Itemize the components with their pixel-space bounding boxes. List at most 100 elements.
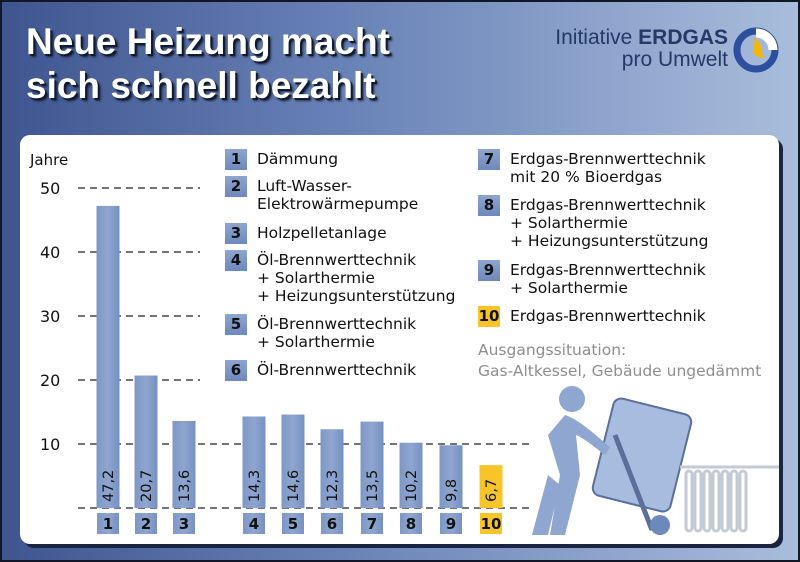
- radiator-fin: [693, 469, 703, 533]
- x-tick-label: 2: [141, 515, 151, 533]
- x-tick-label: 1: [103, 515, 113, 533]
- bar-value-label: 14,6: [286, 470, 302, 502]
- bar-value-label: 6,7: [484, 479, 500, 502]
- legend-text: + Solarthermie: [257, 333, 375, 351]
- legend-number-badge: 5: [225, 314, 247, 335]
- x-tick-label: 5: [288, 515, 298, 533]
- legend-number-badge-highlight: 10: [478, 306, 500, 327]
- x-tick-label: 6: [327, 515, 337, 533]
- bar: [399, 442, 423, 508]
- category-badge: [400, 513, 422, 534]
- radiator-fin: [720, 469, 730, 533]
- boiler-shape: [591, 397, 693, 513]
- category-badge: [243, 513, 265, 534]
- legend-number-badge: 8: [478, 195, 500, 216]
- radiator-fin: [729, 469, 739, 533]
- content-panel: Jahre 10 20 30 40 50 47,2 1 20,7 2 13,6 3 14,3 4 14,6 5…: [20, 135, 779, 544]
- legend-text: Erdgas-Brennwerttechnik: [510, 261, 706, 279]
- legend-text: + Solarthermie: [510, 279, 628, 297]
- legend-column-2: 7 Erdgas-Brennwerttechnik mit 20 % Bioerdg…: [478, 149, 768, 339]
- legend-text: mit 20 % Bioerdgas: [510, 168, 663, 186]
- legend-text: Öl-Brennwerttechnik: [257, 315, 417, 333]
- x-tick-label: 8: [406, 515, 416, 533]
- hand-truck-wheel: [650, 515, 670, 535]
- x-tick-label: 9: [446, 515, 456, 533]
- legend-text: Elektrowärmepumpe: [257, 195, 419, 213]
- legend-text: Erdgas-Brennwerttechnik: [510, 196, 706, 214]
- title-line-2: sich schnell bezahlt: [26, 65, 376, 106]
- legend-number-badge: 2: [225, 176, 247, 197]
- legend-text: Erdgas-Brennwerttechnik: [510, 307, 706, 325]
- legend-text: Luft-Wasser-: [257, 177, 352, 195]
- bar: [479, 465, 503, 508]
- category-badge: [440, 513, 462, 534]
- legend-text: + Solarthermie: [257, 269, 375, 287]
- category-badge: [97, 513, 119, 534]
- bar-value-label: 47,2: [101, 470, 117, 502]
- logo-initiative: Initiative: [555, 26, 639, 49]
- bar: [172, 420, 196, 508]
- y-tick-label: 40: [40, 243, 60, 262]
- bar: [439, 445, 463, 508]
- logo: Initiative ERDGAS pro Umwelt: [555, 24, 780, 80]
- page-title: Neue Heizung macht sich schnell bezahlt: [26, 20, 546, 108]
- legend-text: + Heizungsunterstützung: [510, 232, 709, 250]
- worker-leg: [532, 475, 560, 535]
- legend-text: + Solarthermie: [510, 214, 628, 232]
- bar: [360, 421, 384, 508]
- bar-value-label: 9,8: [444, 479, 460, 502]
- legend-number-badge: 3: [225, 223, 247, 244]
- bar-value-label: 13,5: [365, 470, 381, 502]
- legend-number-badge: 4: [225, 250, 247, 271]
- radiator-illustration: [680, 465, 779, 533]
- bar-value-label: 14,3: [247, 470, 263, 502]
- baseline-note: Ausgangssituation: Gas-Altkessel, Gebäud…: [478, 340, 761, 382]
- radiator-fin: [702, 469, 712, 533]
- y-axis-label: Jahre: [29, 151, 68, 169]
- bar: [134, 375, 158, 508]
- category-badge: [135, 513, 157, 534]
- logo-line-2: pro Umwelt: [621, 48, 728, 71]
- category-badge: [173, 513, 195, 534]
- logo-erdgas: ERDGAS: [638, 26, 728, 49]
- category-badge: [282, 513, 304, 534]
- baseline-note-title: Ausgangssituation:: [478, 341, 627, 359]
- legend-number-badge: 9: [478, 260, 500, 281]
- x-tick-label: 7: [367, 515, 377, 533]
- x-tick-label: 3: [179, 515, 189, 533]
- y-tick-label: 10: [40, 435, 60, 454]
- legend-text: + Heizungsunterstützung: [257, 287, 456, 305]
- bar-value-label: 20,7: [139, 470, 155, 502]
- payback-bar-chart: Jahre 10 20 30 40 50 47,2 1 20,7 2 13,6 3 14,3 4 14,6 5…: [29, 151, 779, 535]
- x-tick-label: 10: [481, 515, 502, 533]
- worker-head: [559, 386, 585, 412]
- radiator-fin: [711, 469, 721, 533]
- flame-logo-icon: [733, 27, 779, 73]
- bar-value-label: 13,6: [177, 470, 193, 502]
- x-tick-label: 4: [249, 515, 259, 533]
- legend-column-1: 1 Dämmung 2 Luft-Wasser- Elektrowärmepumpe …: [225, 149, 475, 389]
- bar-value-label: 12,3: [325, 470, 341, 502]
- title-line-1: Neue Heizung macht: [26, 21, 390, 62]
- baseline-note-text: Gas-Altkessel, Gebäude ungedämmt: [478, 362, 762, 380]
- legend-number-badge: 6: [225, 360, 247, 381]
- worker-body: [548, 415, 610, 535]
- logo-line-1: Initiative ERDGAS: [555, 26, 728, 50]
- category-badge: [361, 513, 383, 534]
- legend-text: Öl-Brennwerttechnik: [257, 361, 417, 379]
- legend-text: Holzpelletanlage: [257, 224, 387, 242]
- bar: [96, 205, 120, 509]
- worker-illustration: [532, 386, 693, 535]
- legend-text: Erdgas-Brennwerttechnik: [510, 150, 706, 168]
- category-badge: [480, 513, 502, 534]
- legend-text: Dämmung: [257, 150, 339, 168]
- legend-number-badge: 1: [225, 149, 247, 170]
- category-badge: [321, 513, 343, 534]
- y-tick-label: 20: [40, 371, 60, 390]
- y-tick-label: 30: [40, 307, 60, 326]
- radiator-fin: [738, 469, 748, 533]
- bar: [320, 429, 344, 508]
- legend-number-badge: 7: [478, 149, 500, 170]
- hand-truck-frame: [612, 434, 655, 531]
